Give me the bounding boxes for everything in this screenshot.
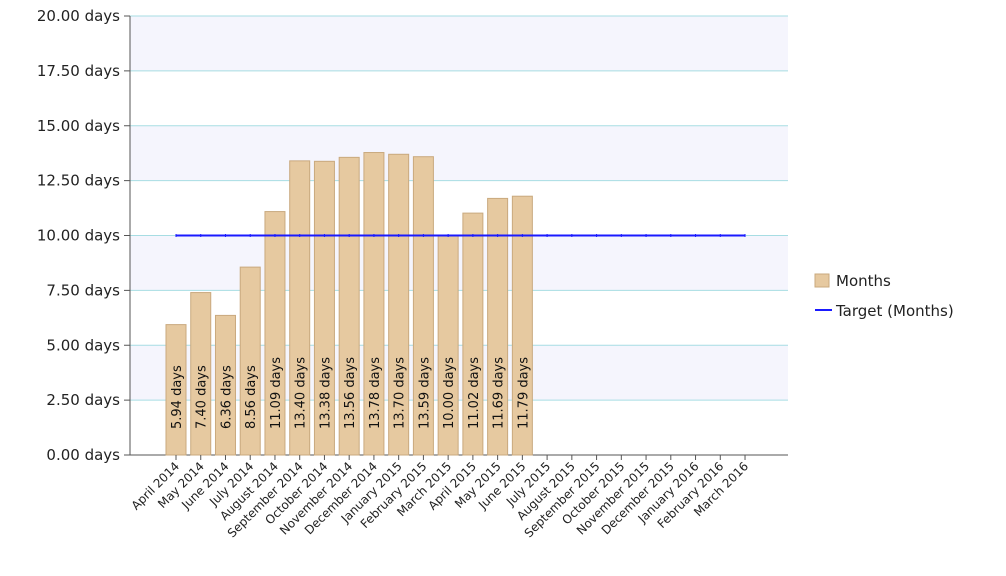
- bar-value-label: 7.40 days: [195, 365, 210, 429]
- plot-band: [130, 125, 788, 181]
- plot-band: [130, 290, 788, 346]
- y-tick-label: 0.00 days: [46, 446, 120, 464]
- bar-value-label: 11.02 days: [467, 357, 482, 429]
- bar-value-label: 11.69 days: [492, 357, 507, 429]
- bar-value-label: 13.70 days: [393, 357, 408, 429]
- bar-value-label: 6.36 days: [219, 365, 234, 429]
- y-tick-label: 5.00 days: [46, 336, 120, 354]
- legend-swatch-months: [814, 273, 830, 288]
- y-tick-label: 10.00 days: [37, 227, 120, 245]
- target-line-group: [175, 234, 746, 237]
- legend: Months Target (Months): [814, 272, 954, 320]
- bar-value-label: 11.79 days: [516, 357, 531, 429]
- y-tick-label: 2.50 days: [46, 391, 120, 409]
- plot-band: [130, 180, 788, 236]
- y-tick-label: 12.50 days: [37, 172, 120, 190]
- plot-band: [130, 235, 788, 291]
- bar-value-label: 13.59 days: [417, 357, 432, 429]
- bar-value-label: 11.09 days: [269, 357, 284, 429]
- plot-band: [130, 16, 788, 71]
- bar-value-label: 8.56 days: [244, 365, 259, 429]
- legend-label-target: Target (Months): [835, 302, 954, 320]
- bar-value-label: 13.38 days: [318, 357, 333, 429]
- y-tick-label: 17.50 days: [37, 62, 120, 80]
- plot-band: [130, 70, 788, 126]
- y-tick-label: 20.00 days: [37, 7, 120, 25]
- bar-value-label: 13.56 days: [343, 357, 358, 429]
- bar-value-label: 10.00 days: [442, 357, 457, 429]
- legend-label-months: Months: [836, 272, 891, 290]
- plot-bands: [130, 16, 788, 455]
- y-tick-label: 15.00 days: [37, 117, 120, 135]
- bars: 5.94 days 7.40 days 6.36 days 8.56 days 11.0…: [165, 152, 533, 456]
- bar-value-label: 13.40 days: [294, 357, 309, 429]
- y-ticks: 0.00 days 2.50 days 5.00 days 7.50 days 10.0…: [37, 7, 130, 464]
- plot-band: [130, 400, 788, 455]
- gridlines: [130, 15, 788, 401]
- bar-value-label: 13.78 days: [368, 357, 383, 429]
- plot-band: [130, 345, 788, 401]
- y-tick-label: 7.50 days: [46, 281, 120, 299]
- bar-value-label: 5.94 days: [170, 365, 185, 429]
